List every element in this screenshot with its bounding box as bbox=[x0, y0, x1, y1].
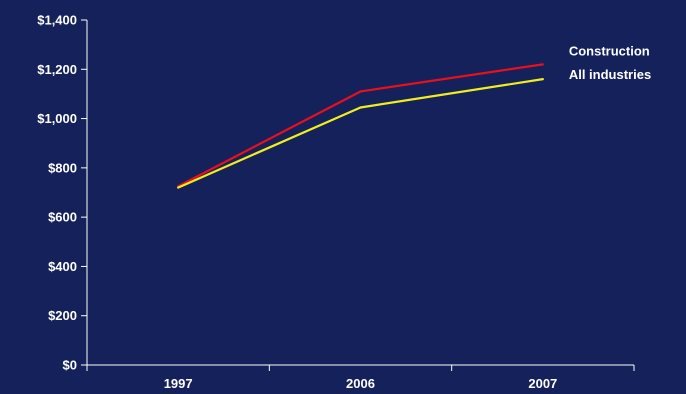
data-point bbox=[177, 186, 180, 189]
series-label: All industries bbox=[569, 67, 651, 82]
x-tick-label: 1997 bbox=[164, 376, 193, 391]
series-label: Construction bbox=[569, 43, 650, 58]
x-axis: 1997 2006 2007 bbox=[86, 364, 635, 391]
x-tick-label: 2007 bbox=[528, 376, 557, 391]
data-point bbox=[541, 78, 544, 81]
data-point bbox=[541, 63, 544, 66]
y-tick-label: $200 bbox=[48, 308, 77, 323]
y-tick-label: $1,400 bbox=[37, 13, 77, 28]
y-tick-label: $600 bbox=[48, 210, 77, 225]
y-tick-label: $800 bbox=[48, 160, 77, 175]
data-point bbox=[359, 90, 362, 93]
y-tick-label: $0 bbox=[63, 358, 77, 373]
series-labels: Construction All industries bbox=[569, 43, 651, 82]
series-lines bbox=[177, 63, 544, 189]
y-tick-label: $400 bbox=[48, 259, 77, 274]
y-tick-label: $1,000 bbox=[37, 111, 77, 126]
y-axis: $0 $200 $400 $600 $800 $1,000 $1,200 $1,400 bbox=[37, 13, 88, 373]
x-tick-label: 2006 bbox=[346, 376, 375, 391]
y-tick-label: $1,200 bbox=[37, 62, 77, 77]
data-point bbox=[359, 106, 362, 109]
